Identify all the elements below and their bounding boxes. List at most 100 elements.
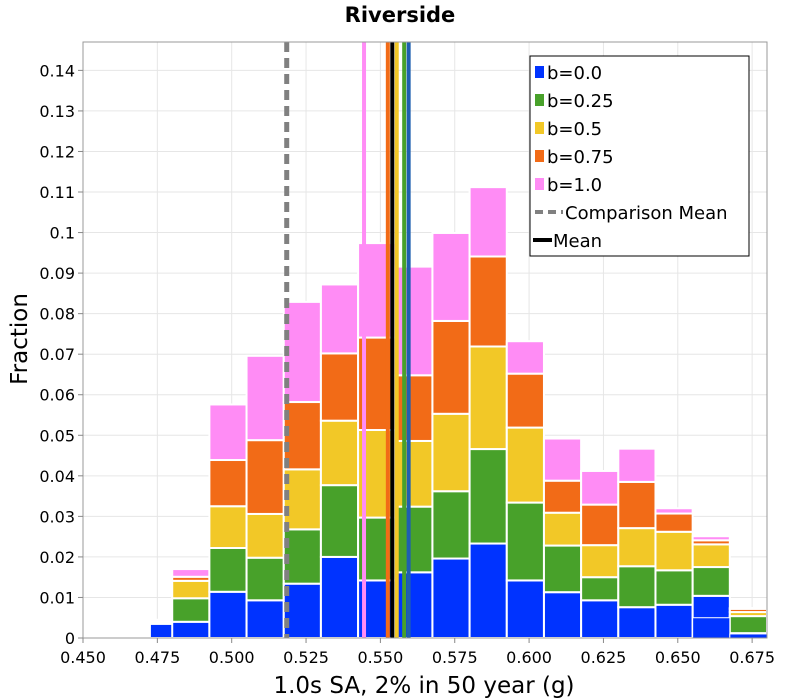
bar-b-0_0-bin-2	[208, 590, 248, 640]
mean-lines	[284, 42, 411, 638]
bar-b-0_75-bin-9	[468, 255, 508, 348]
bar-b-0_5-bin-3	[245, 512, 285, 559]
bar-b-0_25-bin-8	[431, 490, 471, 560]
bar-b-0_0-bin-1	[171, 620, 211, 639]
y-tick-label-14: 0.14	[39, 61, 75, 80]
bar-b-1_0-bin-12	[580, 469, 620, 506]
legend-swatch-b-0-5	[535, 122, 544, 134]
bar-b-0_5-bin-15	[691, 543, 731, 569]
bar-b-1_0-bin-2	[208, 403, 248, 462]
y-tick-label-4: 0.04	[39, 467, 75, 486]
bar-b-0_0-bin-12	[580, 599, 620, 640]
x-tick-label-4: 0.550	[357, 648, 403, 667]
bar-b-0_0-bin-4	[282, 582, 322, 640]
legend-swatch-b-0-0	[535, 66, 544, 78]
y-tick-label-10: 0.1	[50, 224, 75, 243]
y-tick-label-3: 0.03	[39, 507, 75, 526]
bar-b-0_0-bin-13	[617, 606, 657, 640]
x-axis: 0.450 0.475 0.500 0.525 0.550 0.575 0.600 0.625…	[60, 638, 775, 667]
x-tick-label-6: 0.600	[506, 648, 552, 667]
legend-swatch-b-1-0	[535, 178, 544, 190]
bar-b-0_75-bin-2	[208, 459, 248, 508]
bar-b-1_0-bin-14	[654, 507, 694, 515]
bar-b-0_5-bin-4	[282, 468, 322, 531]
bar-b-0_25-bin-16	[728, 615, 769, 635]
bar-b-0_75-bin-8	[431, 319, 471, 415]
bar-b-1_0-bin-7	[394, 265, 434, 377]
bar-b-0_5-bin-8	[431, 412, 471, 493]
y-tick-label-7: 0.07	[39, 345, 75, 364]
x-tick-label-0: 0.450	[60, 648, 106, 667]
bar-b-0_75-bin-4	[282, 401, 322, 471]
bar-b-1_0-bin-5	[319, 283, 360, 355]
bar-b-0_0-bin-3	[245, 599, 285, 640]
bar-b-0_5-bin-9	[468, 345, 508, 451]
bar-b-0_75-bin-5	[319, 352, 360, 422]
bar-b-0_0-bin-10	[505, 579, 545, 639]
bar-b-0_25-bin-7	[394, 505, 434, 574]
chart-title: Riverside	[345, 3, 456, 27]
legend: b=0.0 b=0.25 b=0.5 b=0.75 b=1.0 Comparison Me…	[529, 55, 750, 257]
x-tick-label-9: 0.675	[729, 648, 775, 667]
bar-b-1_0-bin-1	[171, 568, 211, 578]
bar-b-0_75-bin-14	[654, 512, 694, 533]
x-axis-label: 1.0s SA, 2% in 50 year (g)	[273, 673, 574, 699]
bar-b-1_0-bin-13	[617, 447, 657, 483]
bar-b-1_0-bin-10	[505, 340, 545, 375]
bar-b-0_0-bin-11	[542, 591, 583, 640]
x-tick-label-5: 0.575	[432, 648, 478, 667]
bar-b-0_5-bin-7	[394, 439, 434, 508]
x-tick-label-1: 0.475	[134, 648, 180, 667]
y-tick-label-6: 0.06	[39, 386, 75, 405]
legend-label-b-0-0: b=0.0	[547, 63, 602, 84]
bar-b-0_25-bin-2	[208, 546, 248, 593]
y-tick-label-13: 0.13	[39, 102, 75, 121]
bar-b-1_0-bin-11	[542, 437, 583, 482]
bar-b-0_25-bin-15	[691, 566, 731, 597]
legend-label-b-1-0: b=1.0	[547, 175, 602, 196]
x-tick-label-3: 0.525	[283, 648, 329, 667]
bar-b-0_75-bin-13	[617, 480, 657, 530]
bar-b-1_0-bin-9	[468, 186, 508, 258]
legend-label-b-0-75: b=0.75	[547, 147, 614, 168]
y-tick-label-12: 0.12	[39, 142, 75, 161]
bar-b-1_0-bin-3	[245, 354, 285, 442]
bar-b-0_25-bin-3	[245, 556, 285, 602]
y-tick-label-9: 0.09	[39, 264, 75, 283]
legend-label-b-0-5: b=0.5	[547, 119, 602, 140]
bar-b-0_5-bin-5	[319, 419, 360, 487]
y-tick-label-8: 0.08	[39, 305, 75, 324]
bar-b-0_25-bin-10	[505, 501, 545, 582]
bar-b-1_0-bin-4	[282, 300, 322, 404]
x-tick-label-2: 0.500	[209, 648, 255, 667]
x-tick-label-8: 0.650	[655, 648, 701, 667]
x-tick-label-7: 0.625	[581, 648, 627, 667]
bar-b-0_25-bin-11	[542, 544, 583, 594]
bar-b-1_0-bin-15	[691, 535, 731, 542]
plot-frame	[82, 41, 768, 639]
bar-b-0_25-bin-1	[171, 597, 211, 623]
bar-b-0_5-bin-1	[171, 579, 211, 600]
bar-b-0_75-bin-3	[245, 439, 285, 515]
y-tick-label-1: 0.01	[39, 588, 75, 607]
legend-label-comparison-mean: Comparison Mean	[565, 203, 728, 224]
bar-b-0_75-bin-12	[580, 503, 620, 547]
bar-b-0_5-bin-12	[580, 544, 620, 579]
bar-b-0_25-bin-12	[580, 576, 620, 602]
y-tick-label-2: 0.02	[39, 548, 75, 567]
bar-b-0_5-bin-2	[208, 505, 248, 549]
bar-b-0_5-bin-14	[654, 530, 694, 572]
bar-b-0_5-bin-13	[617, 527, 657, 568]
y-tick-label-0: 0	[65, 629, 75, 648]
bar-b-0_25-bin-14	[654, 569, 694, 606]
bar-b-1_0-bin-16	[728, 606, 769, 610]
bar-b-0_0-bin-14	[654, 603, 694, 639]
bar-b-0_75-bin-11	[542, 479, 583, 514]
bar-b-0_0-bin-7	[394, 571, 434, 639]
bar-b-0_25-bin-5	[319, 484, 360, 558]
y-tick-label-5: 0.05	[39, 426, 75, 445]
y-axis: 0 0.01 0.02 0.03 0.04 0.05 0.06 0.07 0.08 0.09 0.1…	[39, 61, 83, 648]
bar-b-0_5-bin-11	[542, 511, 583, 547]
legend-box	[529, 55, 750, 257]
